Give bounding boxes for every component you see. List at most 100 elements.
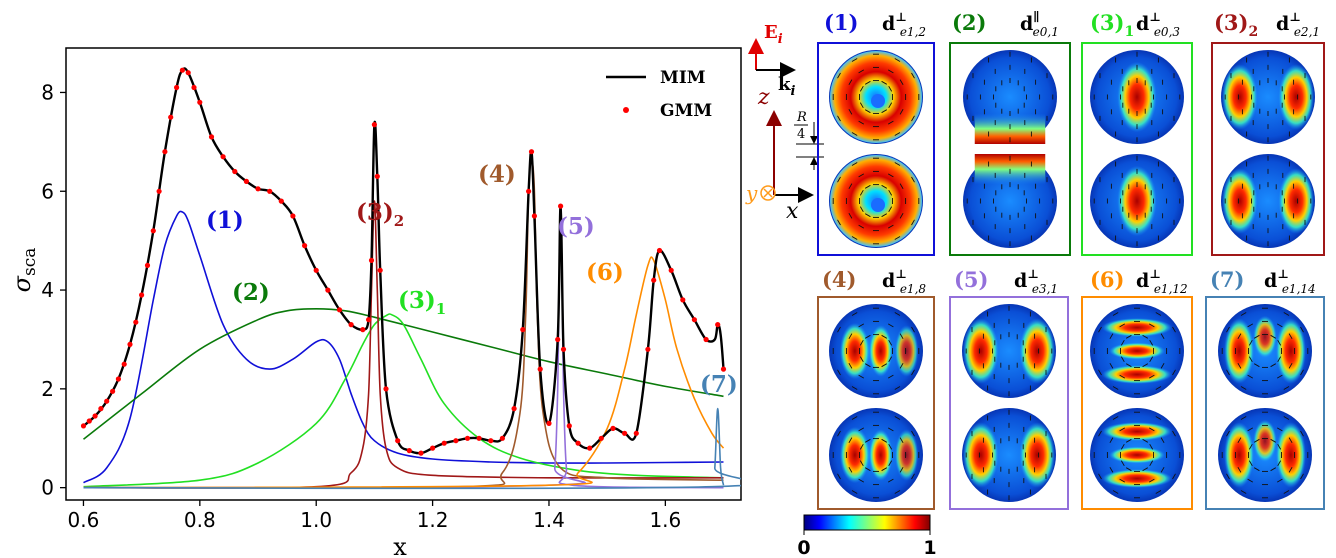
field-arrow [837, 219, 841, 226]
field-arrow [1277, 339, 1282, 346]
field-arrow [1172, 473, 1176, 480]
field-arrow [911, 430, 915, 437]
field-arrow [837, 326, 841, 333]
panel-number: (4) [822, 267, 856, 292]
field-arrow [1142, 467, 1149, 472]
field-arrow [911, 176, 915, 183]
mode-series-line [83, 205, 724, 489]
field-arrow [1276, 478, 1283, 483]
gmm-marker [645, 346, 651, 352]
mode-series-line [83, 200, 724, 489]
field-arrow [1300, 473, 1304, 480]
field-hotspot [868, 325, 893, 377]
gmm-marker [703, 336, 709, 343]
field-arrow [881, 184, 888, 189]
field-arrow [859, 443, 864, 450]
field-arrow [1112, 490, 1119, 494]
field-arrow [894, 312, 901, 316]
mode-label: (1) [206, 207, 244, 234]
field-map [829, 304, 923, 398]
gmm-marker [651, 277, 657, 283]
gmm-marker [208, 134, 215, 140]
field-arrow [864, 438, 871, 443]
field-arrow [887, 173, 894, 178]
gmm-marker [511, 406, 517, 412]
field-arrow [851, 386, 858, 390]
x-tick-label: 1.0 [300, 508, 332, 532]
gmm-marker [560, 346, 567, 352]
mode-series-line [83, 313, 724, 488]
field-arrow [899, 362, 904, 369]
field-panel: (3)2 d⊥ e2,1 [1211, 10, 1325, 256]
field-arrow [848, 79, 853, 86]
field-arrow [859, 189, 864, 196]
gmm-marker [174, 84, 180, 91]
gmm-marker [598, 435, 604, 441]
gmm-marker [104, 398, 110, 404]
mode-label: (2) [232, 279, 270, 306]
field-arrow [899, 79, 904, 86]
field-panel: (7) d⊥ e1,14 [1205, 267, 1325, 510]
colorbar-min-label: 0 [797, 537, 810, 558]
field-arrow [858, 478, 865, 483]
mode-designation: d⊥ e1,2 [882, 10, 926, 39]
gmm-marker [546, 420, 552, 426]
field-arrow [1240, 490, 1247, 494]
field-arrow [1247, 323, 1254, 328]
field-hotspot [1117, 61, 1157, 133]
field-arrow [1240, 386, 1247, 390]
field-arrow [837, 72, 841, 79]
field-arrow [1288, 362, 1293, 369]
field-arrow [888, 356, 893, 363]
y-axis-cross-b [763, 188, 773, 198]
panel-number: (3)1 [1090, 10, 1134, 40]
mode-label: (5) [557, 213, 595, 240]
gmm-marker [110, 388, 116, 394]
field-arrow [1149, 460, 1154, 467]
field-arrow [887, 374, 894, 379]
field-map [1218, 408, 1312, 502]
colorbar-max-label: 1 [923, 537, 936, 558]
field-arrow [1109, 362, 1114, 369]
x-tick-label: 1.2 [417, 508, 449, 532]
panel-frame [949, 296, 1069, 510]
panel-number: (6) [1090, 267, 1124, 292]
gmm-marker [162, 149, 168, 155]
gmm-marker [528, 149, 535, 155]
gmm-marker [520, 327, 526, 333]
field-arrow [864, 184, 871, 189]
field-hotspot [1101, 422, 1173, 441]
field-hotspot [1108, 342, 1166, 360]
field-arrow [1172, 430, 1176, 437]
field-arrow [851, 58, 858, 62]
field-arrow [1098, 369, 1102, 376]
field-arrow [1300, 326, 1304, 333]
gmm-marker [302, 243, 308, 249]
field-arrow [1142, 334, 1149, 339]
field-arrow [1098, 473, 1102, 480]
gmm-marker [127, 341, 133, 347]
x-axis-inset-label: x [786, 199, 799, 224]
legend-mim-label: MIM [660, 68, 706, 88]
panel-frame [1211, 42, 1325, 256]
field-arrow [899, 108, 904, 115]
gmm-marker [558, 203, 564, 209]
k-vector-label: ki [778, 74, 795, 99]
panel-number: (7) [1210, 267, 1244, 292]
gmm-marker [377, 267, 383, 273]
field-arrow [1149, 356, 1154, 363]
field-arrow [1120, 460, 1125, 467]
field-arrow [1109, 437, 1114, 444]
plot-frame [65, 47, 742, 501]
field-arrow [887, 427, 894, 432]
field-arrow [859, 339, 864, 346]
field-arrow [1237, 333, 1242, 340]
field-panel: (1) d⊥ e1,2 [817, 10, 935, 256]
r-label: R [796, 110, 807, 125]
panel-frame [817, 296, 935, 510]
mode-designation: d⊥ e1,12 [1136, 267, 1188, 296]
field-arrow [1283, 312, 1290, 316]
field-arrow [894, 416, 901, 420]
field-arrow [1253, 363, 1260, 368]
field-arrow [837, 430, 841, 437]
